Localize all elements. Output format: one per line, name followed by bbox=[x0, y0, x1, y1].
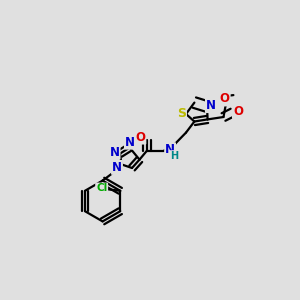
Text: N: N bbox=[165, 143, 175, 156]
Text: S: S bbox=[177, 106, 186, 120]
Text: N: N bbox=[206, 99, 216, 112]
Text: O: O bbox=[233, 105, 243, 118]
Text: O: O bbox=[220, 92, 230, 106]
Text: Cl: Cl bbox=[96, 183, 107, 194]
Text: N: N bbox=[110, 146, 120, 159]
Text: H: H bbox=[170, 151, 178, 161]
Text: O: O bbox=[135, 130, 146, 144]
Text: N: N bbox=[125, 136, 135, 149]
Text: N: N bbox=[112, 161, 122, 174]
